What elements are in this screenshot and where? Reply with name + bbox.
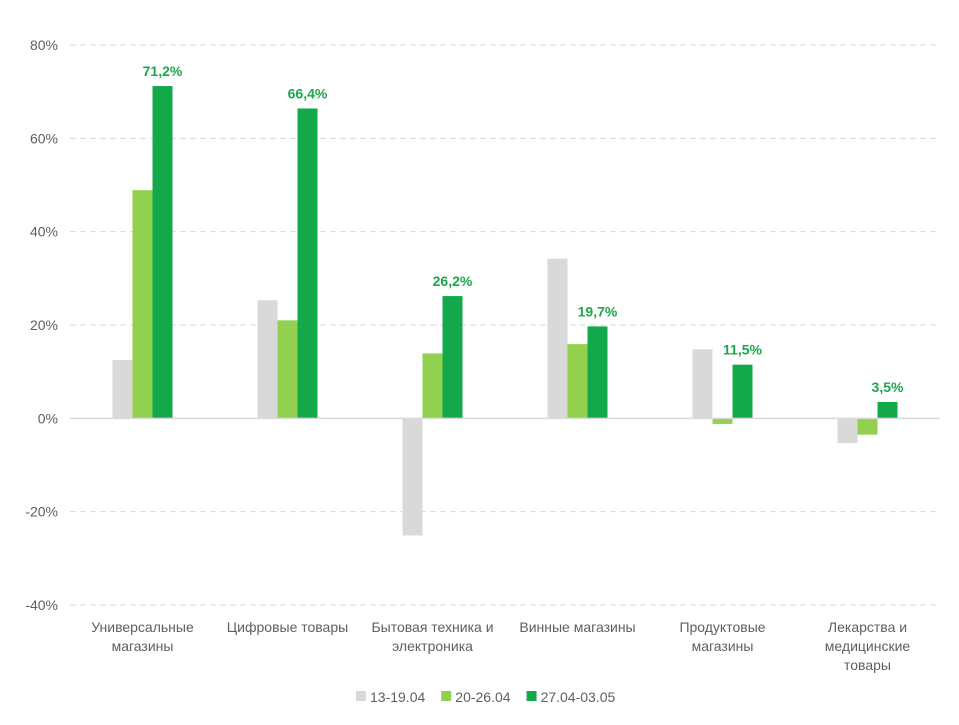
category-label: Цифровые товары	[227, 619, 348, 635]
bar	[132, 190, 153, 419]
legend-swatch	[441, 691, 452, 701]
bar	[277, 320, 298, 419]
gridlines	[70, 44, 940, 606]
bar	[877, 402, 898, 419]
category-label: Бытовая техника и	[371, 619, 493, 635]
data-label: 66,4%	[288, 85, 328, 101]
category-label: Универсальные	[91, 619, 194, 635]
category-label: магазины	[692, 638, 754, 654]
category-label: магазины	[112, 638, 174, 654]
bar	[732, 364, 753, 419]
category-label: медицинские	[825, 638, 911, 654]
data-labels: 71,2% 66,4% 26,2% 19,7% 11,5% 3,5%	[143, 63, 904, 395]
bars	[112, 86, 898, 536]
bar	[442, 296, 463, 419]
y-axis-ticks: 80% 60% 40% 20% 0% -20% -40%	[25, 37, 58, 613]
bar	[587, 326, 608, 419]
legend-swatch	[526, 691, 537, 701]
bar	[567, 344, 588, 419]
category-labels: Универсальные магазины Цифровые товары Быто…	[91, 619, 910, 673]
data-label: 19,7%	[578, 303, 618, 319]
category-label: Винные магазины	[519, 619, 635, 635]
category-label: товары	[844, 657, 891, 673]
y-tick-label: 0%	[38, 410, 58, 426]
data-label: 11,5%	[723, 342, 762, 358]
y-tick-label: 80%	[30, 37, 58, 53]
y-tick-label: 60%	[30, 130, 58, 146]
bar	[112, 360, 133, 419]
legend-label: 13-19.04	[370, 689, 425, 705]
y-tick-label: 40%	[30, 224, 58, 240]
bar	[712, 418, 733, 424]
bar	[297, 108, 318, 419]
data-label: 3,5%	[872, 379, 904, 395]
y-tick-label: -20%	[25, 504, 58, 520]
bar	[257, 300, 278, 419]
data-label: 26,2%	[433, 273, 473, 289]
legend-label: 27.04-03.05	[541, 689, 616, 705]
legend: 13-19.04 20-26.04 27.04-03.05	[356, 689, 616, 705]
y-tick-label: 20%	[30, 317, 58, 333]
bar	[837, 418, 858, 444]
bar	[857, 418, 878, 435]
legend-swatch	[356, 691, 366, 701]
bar	[402, 418, 423, 536]
bar	[422, 353, 443, 419]
legend-label: 20-26.04	[455, 689, 510, 705]
category-label: Продуктовые	[679, 619, 765, 635]
bar	[692, 349, 713, 419]
bar	[547, 258, 568, 419]
bar	[152, 86, 173, 419]
y-tick-label: -40%	[25, 597, 58, 613]
data-label: 71,2%	[143, 63, 183, 79]
category-label: электроника	[392, 638, 473, 654]
category-label: Лекарства и	[828, 619, 907, 635]
